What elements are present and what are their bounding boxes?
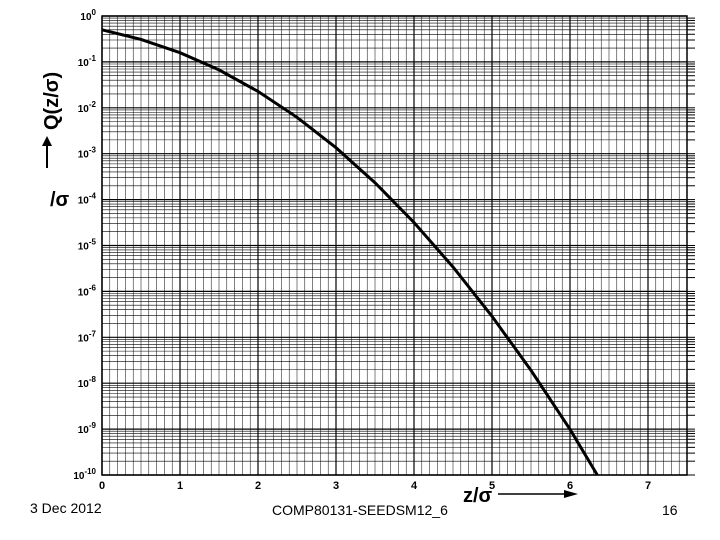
- x-tick-label: 6: [567, 480, 573, 492]
- y-tick-label: 100: [80, 8, 96, 23]
- y-tick-labels: 100 10-1 10-2 10-3 10-4 10-5 10-6 10-7 10-8 10-9 1…: [73, 8, 96, 482]
- y-tick-label: 10-2: [78, 100, 97, 115]
- y-tick-label: 10-8: [78, 375, 97, 390]
- y-tick-label: 10-4: [78, 192, 97, 207]
- x-axis-label: z/σ: [463, 485, 493, 507]
- x-tick-label: 5: [489, 480, 495, 492]
- x-tick-label: 2: [255, 480, 261, 492]
- series-q-function-line: [101, 28, 599, 476]
- y-axis-extra-label: /σ: [50, 189, 70, 211]
- y-axis-label: Q(z/σ): [41, 72, 63, 130]
- footer-page-number: 16: [662, 502, 678, 518]
- y-axis-arrow: [42, 136, 52, 168]
- x-tick-label: 0: [99, 480, 105, 492]
- y-tick-label: 10-1: [78, 54, 97, 69]
- x-tick-label: 3: [333, 480, 339, 492]
- grid: [101, 15, 688, 476]
- y-tick-label: 10-5: [78, 238, 97, 253]
- y-tick-label: 10-7: [78, 329, 97, 344]
- x-tick-labels: 0 1 2 3 4 5 6 7: [99, 480, 651, 492]
- plot-frame: [101, 15, 688, 476]
- y-tick-label: 10-10: [73, 467, 96, 482]
- x-tick-label: 4: [411, 480, 418, 492]
- y-tick-label: 10-6: [78, 283, 97, 298]
- y-tick-label: 10-9: [78, 421, 97, 436]
- x-tick-label: 7: [645, 480, 651, 492]
- ticks: [687, 17, 695, 476]
- x-axis-arrow: [498, 490, 578, 498]
- footer-course: COMP80131-SEEDSM12_6: [272, 502, 448, 518]
- footer-date: 3 Dec 2012: [30, 500, 102, 516]
- y-tick-label: 10-3: [78, 146, 97, 161]
- x-tick-label: 1: [177, 480, 183, 492]
